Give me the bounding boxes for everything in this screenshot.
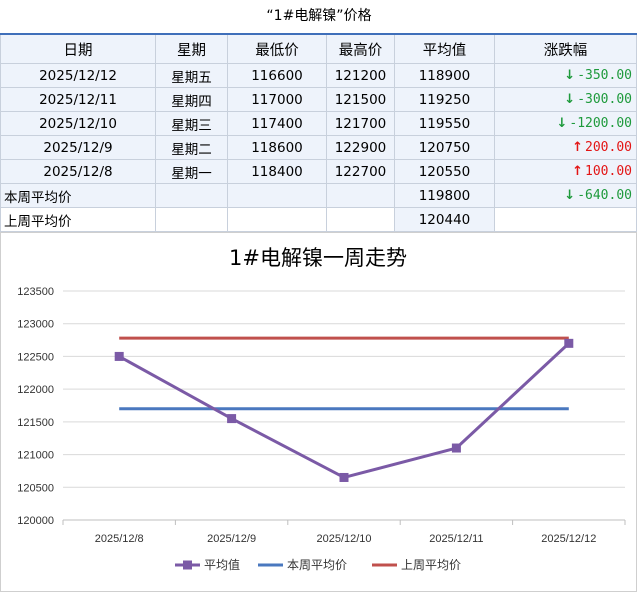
- x-tick-label: 2025/12/8: [95, 533, 144, 545]
- table-row: 2025/12/10 星期三 117400 121700 119550 ↓ -12…: [0, 111, 637, 136]
- cell-low: 118600: [227, 135, 327, 160]
- cell-avg: 119550: [394, 111, 495, 136]
- y-tick-label: 123000: [17, 319, 54, 331]
- change-value: -300.00: [577, 92, 632, 107]
- change-value: 100.00: [585, 164, 632, 179]
- arrow-down-icon: ↓: [564, 188, 576, 203]
- cell-avg: 120550: [394, 159, 495, 184]
- cell-low: 118400: [227, 159, 327, 184]
- cell-weekday: 星期一: [155, 159, 228, 184]
- arrow-down-icon: ↓: [556, 116, 568, 131]
- change-value: -640.00: [577, 188, 632, 203]
- cell-date: 2025/12/10: [0, 111, 156, 136]
- change-value: -1200.00: [569, 116, 632, 131]
- this-week-change: ↓ -640.00: [494, 183, 637, 208]
- this-week-avg-label: 本周平均价: [0, 183, 156, 208]
- cell-change: ↓ -1200.00: [494, 111, 637, 136]
- empty-cell: [494, 207, 637, 232]
- x-tick-label: 2025/12/11: [429, 533, 483, 545]
- price-table: 日期 星期 最低价 最高价 平均值 涨跌幅 2025/12/12 星期五 116…: [0, 33, 637, 232]
- cell-change: ↓ -350.00: [494, 63, 637, 88]
- empty-cell: [227, 183, 327, 208]
- legend-label: 本周平均价: [287, 558, 347, 572]
- cell-high: 122900: [326, 135, 395, 160]
- cell-low: 117400: [227, 111, 327, 136]
- line-chart: 1#电解镍一周走势 120000 120500 121000 121500 122000…: [0, 232, 638, 593]
- last-week-avg-row: 上周平均价 120440: [0, 207, 637, 232]
- empty-cell: [155, 183, 228, 208]
- y-tick-label: 123500: [17, 286, 54, 298]
- empty-cell: [155, 207, 228, 232]
- y-tick-label: 121500: [17, 417, 54, 429]
- last-week-avg-value: 120440: [394, 207, 495, 232]
- legend-marker: [183, 560, 192, 570]
- chart-svg: 1#电解镍一周走势 120000 120500 121000 121500 122000…: [0, 232, 637, 592]
- header-change: 涨跌幅: [494, 33, 637, 64]
- cell-date: 2025/12/12: [0, 63, 156, 88]
- arrow-down-icon: ↓: [564, 92, 576, 107]
- legend-label: 上周平均价: [401, 558, 461, 572]
- cell-low: 117000: [227, 87, 327, 112]
- chart-title: 1#电解镍一周走势: [229, 246, 407, 270]
- y-tick-label: 121000: [17, 450, 54, 462]
- cell-avg: 120750: [394, 135, 495, 160]
- empty-cell: [326, 207, 395, 232]
- cell-low: 116600: [227, 63, 327, 88]
- cell-date: 2025/12/11: [0, 87, 156, 112]
- cell-change: ↓ -300.00: [494, 87, 637, 112]
- cell-high: 121700: [326, 111, 395, 136]
- arrow-up-icon: ↑: [572, 140, 584, 155]
- y-tick-label: 122000: [17, 384, 54, 396]
- header-low: 最低价: [227, 33, 327, 64]
- data-point: [227, 414, 237, 424]
- cell-high: 121500: [326, 87, 395, 112]
- cell-date: 2025/12/9: [0, 135, 156, 160]
- empty-cell: [227, 207, 327, 232]
- header-high: 最高价: [326, 33, 395, 64]
- change-value: 200.00: [585, 140, 632, 155]
- table-header-row: 日期 星期 最低价 最高价 平均值 涨跌幅: [0, 33, 637, 64]
- y-tick-label: 120500: [17, 482, 54, 494]
- y-tick-label: 120000: [17, 515, 54, 527]
- empty-cell: [326, 183, 395, 208]
- x-tick-label: 2025/12/9: [207, 533, 256, 545]
- last-week-avg-label: 上周平均价: [0, 207, 156, 232]
- x-tick-label: 2025/12/12: [541, 533, 596, 545]
- x-tick-label: 2025/12/10: [316, 533, 371, 545]
- cell-weekday: 星期二: [155, 135, 228, 160]
- this-week-avg-row: 本周平均价 119800 ↓ -640.00: [0, 183, 637, 208]
- arrow-down-icon: ↓: [564, 68, 576, 83]
- data-point: [451, 443, 461, 453]
- cell-avg: 119250: [394, 87, 495, 112]
- cell-high: 121200: [326, 63, 395, 88]
- y-tick-label: 122500: [17, 351, 54, 363]
- legend: 平均值 本周平均价 上周平均价: [175, 557, 461, 572]
- data-point: [564, 338, 574, 348]
- table-row: 2025/12/9 星期二 118600 122900 120750 ↑ 200.…: [0, 135, 637, 160]
- cell-avg: 118900: [394, 63, 495, 88]
- series: [114, 336, 574, 482]
- table-row: 2025/12/11 星期四 117000 121500 119250 ↓ -30…: [0, 87, 637, 112]
- cell-high: 122700: [326, 159, 395, 184]
- data-point: [339, 472, 349, 482]
- table-row: 2025/12/12 星期五 116600 121200 118900 ↓ -35…: [0, 63, 637, 88]
- cell-date: 2025/12/8: [0, 159, 156, 184]
- table-title: “1#电解镍”价格: [266, 8, 372, 24]
- cell-weekday: 星期五: [155, 63, 228, 88]
- header-weekday: 星期: [155, 33, 228, 64]
- header-date: 日期: [0, 33, 156, 64]
- axes: 120000 120500 121000 121500 122000 122500 1230…: [17, 286, 626, 545]
- cell-change: ↑ 200.00: [494, 135, 637, 160]
- legend-label: 平均值: [204, 557, 240, 572]
- cell-weekday: 星期四: [155, 87, 228, 112]
- cell-weekday: 星期三: [155, 111, 228, 136]
- header-avg: 平均值: [394, 33, 495, 64]
- arrow-up-icon: ↑: [572, 164, 584, 179]
- data-point: [114, 351, 124, 361]
- change-value: -350.00: [577, 68, 632, 83]
- chart-frame: [0, 232, 637, 592]
- this-week-avg-value: 119800: [394, 183, 495, 208]
- cell-change: ↑ 100.00: [494, 159, 637, 184]
- table-row: 2025/12/8 星期一 118400 122700 120550 ↑ 100.…: [0, 159, 637, 184]
